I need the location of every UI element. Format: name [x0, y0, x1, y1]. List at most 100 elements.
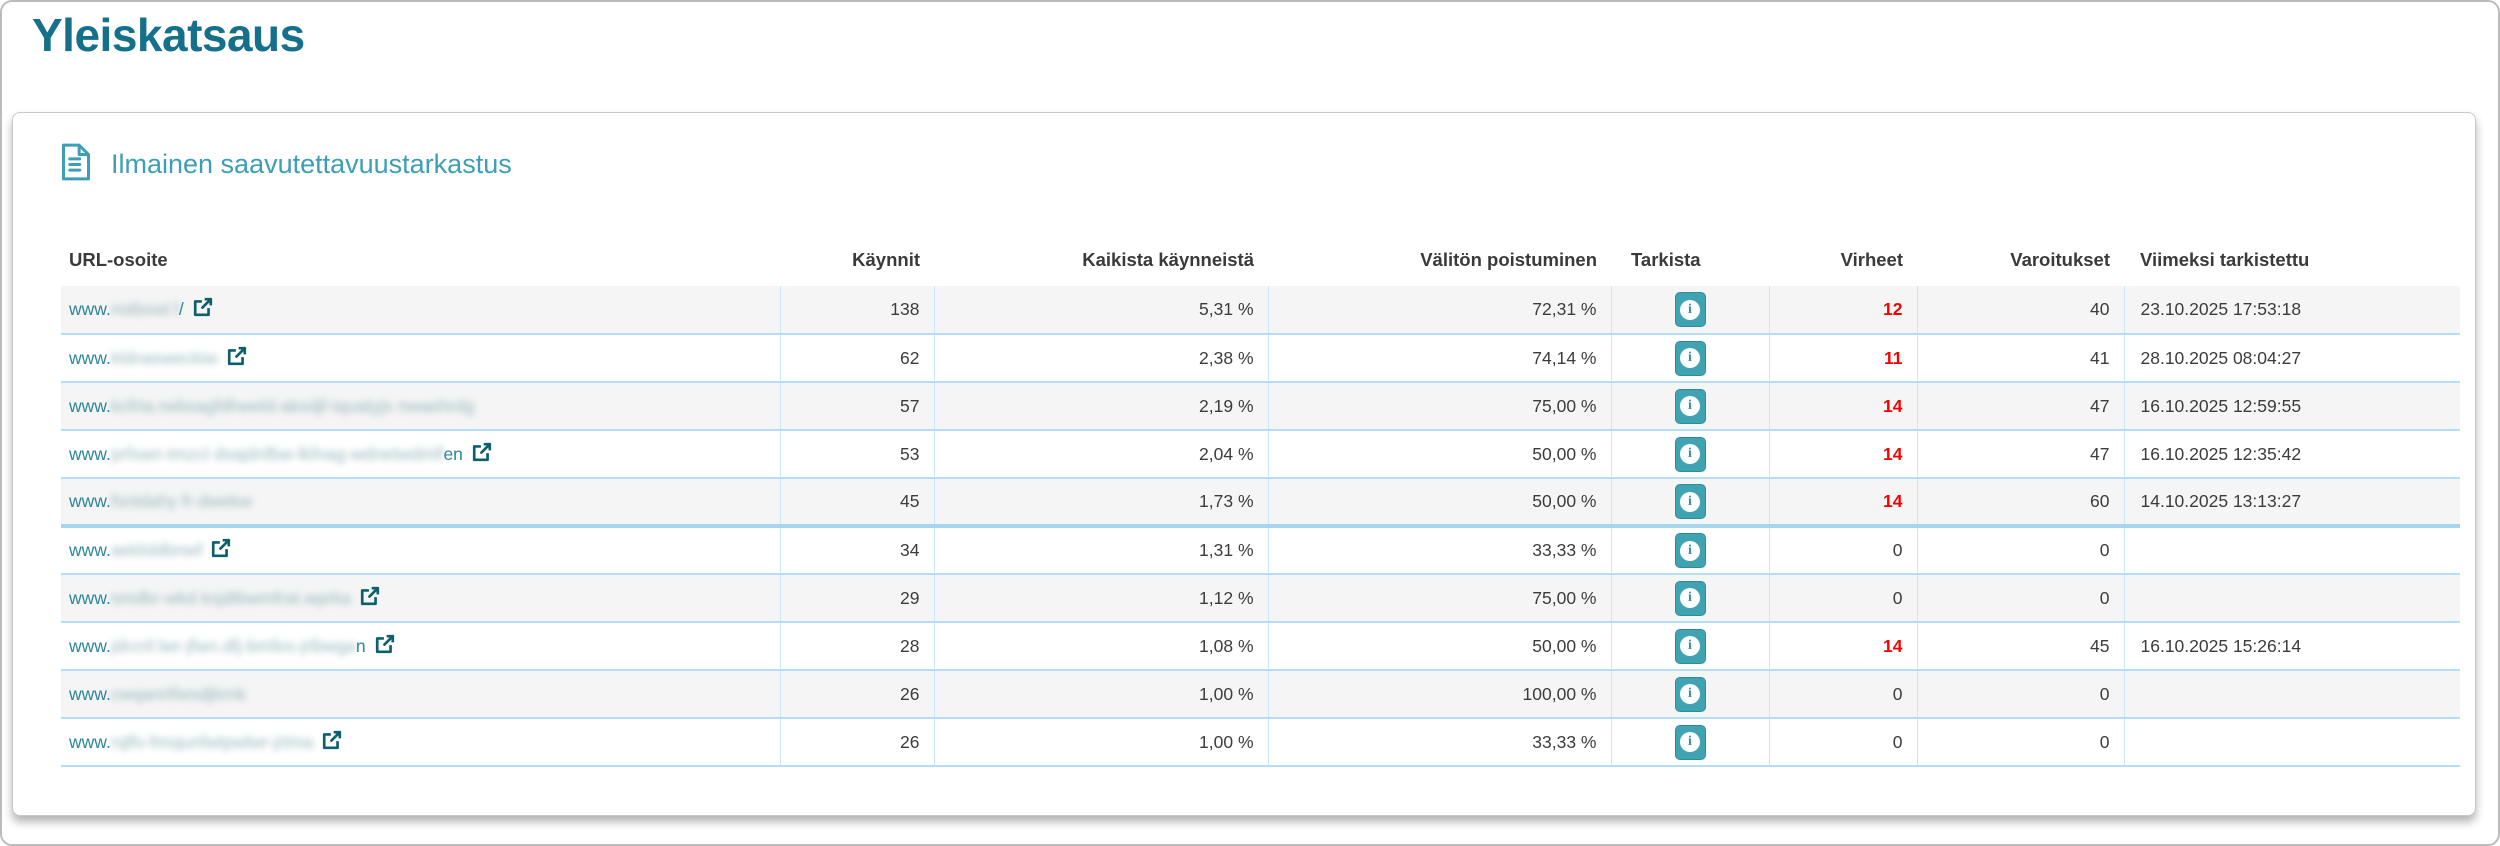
check-info-button[interactable]: i: [1674, 292, 1706, 327]
errors-value: 12: [1768, 286, 1917, 335]
last-checked-value: 28.10.2025 08:04:27: [2123, 334, 2460, 383]
url-prefix: www.: [69, 587, 111, 608]
url-blurred-text: smdbr-wkd ksjdtbwmfrat.wprka: [110, 587, 352, 608]
visits-value: 26: [779, 670, 934, 719]
url-link[interactable]: www. prfswn-tmzcl dsajdnfbw-lkfnag-wdnetw…: [69, 442, 492, 467]
check-info-button[interactable]: i: [1674, 676, 1706, 712]
url-link[interactable]: www. kcfrta.rwbsagfdhweld-aksdjf-tquatyjs…: [69, 396, 475, 417]
info-icon: i: [1680, 348, 1700, 368]
column-header-share: Kaikista käynneistä: [1082, 249, 1254, 270]
check-info-button[interactable]: i: [1674, 484, 1706, 519]
accessibility-report-link[interactable]: Ilmainen saavutettavuustarkastus: [111, 149, 512, 179]
info-icon: i: [1680, 491, 1700, 512]
external-link-icon[interactable]: [211, 538, 231, 563]
visits-value: 28: [779, 622, 934, 671]
url-prefix: www.: [69, 540, 111, 560]
url-link[interactable]: www. fsntdahy fr-dwekw: [69, 491, 252, 512]
table-row: www. fsntdahy fr-dwekw 45 1,73 % 50,00 % …: [61, 478, 2460, 527]
bounce-rate-value: 50,00 %: [1267, 622, 1611, 671]
check-info-button[interactable]: i: [1674, 724, 1706, 760]
url-tail: /: [178, 299, 184, 319]
external-link-icon[interactable]: [472, 442, 492, 467]
url-blurred-text: cwqanrtfwsdjbrnk: [110, 683, 247, 704]
info-icon: i: [1680, 444, 1700, 464]
url-prefix: www.: [69, 395, 111, 416]
column-header-bounce: Välitön poistuminen: [1420, 249, 1597, 270]
share-value: 2,04 %: [933, 430, 1268, 479]
visits-value: 138: [779, 286, 934, 335]
url-link[interactable]: www. jdrcnf.lwr-jfwn.dfj-bmfes-jrlbwga n: [69, 634, 395, 659]
url-tail: en: [443, 443, 463, 464]
url-prefix: www.: [69, 491, 111, 511]
bounce-rate-value: 33,33 %: [1267, 524, 1611, 575]
bounce-rate-value: 100,00 %: [1267, 670, 1611, 719]
bounce-rate-value: 72,31 %: [1267, 286, 1611, 335]
info-icon: i: [1680, 588, 1700, 608]
errors-value: 0: [1768, 670, 1917, 719]
external-link-icon[interactable]: [227, 346, 247, 371]
check-info-button[interactable]: i: [1674, 340, 1706, 376]
warnings-value: 0: [1916, 524, 2124, 575]
external-link-icon[interactable]: [360, 586, 380, 611]
url-blurred-text: nstbxwl.f: [110, 299, 179, 319]
column-header-errors: Virheet: [1840, 249, 1903, 270]
warnings-value: 0: [1916, 670, 2124, 719]
check-info-button[interactable]: i: [1674, 388, 1706, 424]
visits-value: 62: [779, 334, 934, 383]
info-icon: i: [1680, 684, 1700, 704]
errors-value: 14: [1768, 430, 1917, 479]
url-prefix: www.: [69, 683, 111, 704]
visits-value: 29: [779, 574, 934, 623]
table-row: www. kldnasweckiw 62 2,38 % 74,14 % i 11 …: [61, 334, 2460, 383]
visits-value: 53: [779, 430, 934, 479]
url-blurred-text: kldnasweckiw: [110, 347, 218, 368]
url-link[interactable]: www. nstbxwl.f /: [69, 297, 213, 322]
table-row: www. nstbxwl.f/ 138 5,31 % 72,31 % i 12 4…: [61, 286, 2460, 335]
card-heading: Ilmainen saavutettavuustarkastus: [61, 143, 2475, 186]
column-header-check: Tarkista: [1631, 249, 1701, 270]
url-link[interactable]: www. smdbr-wkd ksjdtbwmfrat.wprka: [69, 586, 380, 611]
errors-value: 0: [1768, 574, 1917, 623]
last-checked-value: [2123, 670, 2460, 719]
bounce-rate-value: 33,33 %: [1267, 718, 1611, 767]
url-link[interactable]: www. kldnasweckiw: [69, 346, 247, 371]
url-link[interactable]: www. aeklsldbnwf: [69, 538, 231, 563]
share-value: 1,00 %: [933, 718, 1268, 767]
warnings-value: 40: [1916, 286, 2124, 335]
last-checked-value: 16.10.2025 12:35:42: [2123, 430, 2460, 479]
share-value: 1,08 %: [933, 622, 1268, 671]
url-blurred-text: prfswn-tmzcl dsajdnfbw-lkfnag-wdnetwdmlf: [110, 443, 444, 464]
errors-value: 0: [1768, 718, 1917, 767]
url-link[interactable]: www. rqlfs-fmsjunfwtpwlwr-jrtma: [69, 730, 342, 755]
url-link[interactable]: www. cwqanrtfwsdjbrnk: [69, 684, 246, 705]
bounce-rate-value: 50,00 %: [1267, 478, 1611, 527]
warnings-value: 41: [1916, 334, 2124, 383]
bounce-rate-value: 75,00 %: [1267, 574, 1611, 623]
table-row: www. rqlfs-fmsjunfwtpwlwr-jrtma 26 1,00 %…: [61, 718, 2460, 767]
url-blurred-text: aeklsldbnwf: [110, 540, 203, 560]
column-header-warnings: Varoitukset: [2010, 249, 2110, 270]
bounce-rate-value: 50,00 %: [1267, 430, 1611, 479]
url-blurred-text: rqlfs-fmsjunfwtpwlwr-jrtma: [110, 731, 314, 752]
errors-value: 11: [1768, 334, 1917, 383]
external-link-icon[interactable]: [193, 297, 213, 322]
page-title: Yleiskatsaus: [32, 9, 305, 61]
warnings-value: 0: [1916, 718, 2124, 767]
errors-value: 0: [1768, 524, 1917, 575]
warnings-value: 47: [1916, 430, 2124, 479]
check-info-button[interactable]: i: [1674, 580, 1706, 616]
check-info-button[interactable]: i: [1674, 628, 1706, 664]
column-header-visits: Käynnit: [852, 249, 920, 270]
last-checked-value: 23.10.2025 17:53:18: [2123, 286, 2460, 335]
last-checked-value: 16.10.2025 15:26:14: [2123, 622, 2460, 671]
errors-value: 14: [1768, 478, 1917, 527]
url-blurred-text: fsntdahy fr-dwekw: [110, 491, 252, 511]
external-link-icon[interactable]: [322, 730, 342, 755]
share-value: 2,38 %: [933, 334, 1268, 383]
check-info-button[interactable]: i: [1674, 436, 1706, 472]
check-info-button[interactable]: i: [1674, 533, 1706, 568]
column-header-last-checked: Viimeksi tarkistettu: [2140, 249, 2310, 270]
external-link-icon[interactable]: [375, 634, 395, 659]
url-blurred-text: jdrcnf.lwr-jfwn.dfj-bmfes-jrlbwga: [110, 635, 356, 656]
share-value: 5,31 %: [933, 286, 1268, 335]
